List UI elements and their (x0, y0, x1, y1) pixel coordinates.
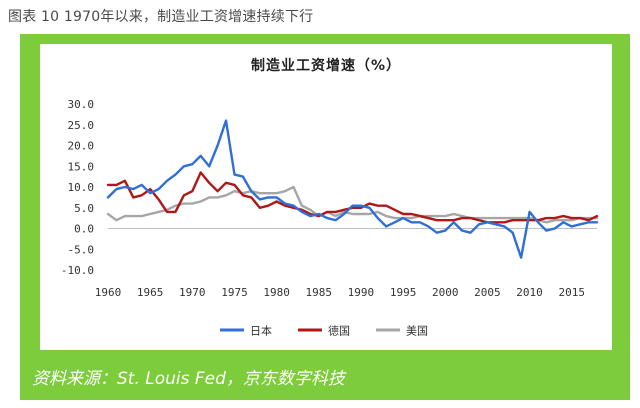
y-tick-label: 30.0 (68, 98, 95, 111)
x-tick-label: 1995 (390, 286, 417, 299)
x-tick-label: 1980 (263, 286, 290, 299)
y-tick-label: 25.0 (68, 119, 95, 132)
x-tick-label: 2015 (558, 286, 585, 299)
chart-title: 制造业工资增速（%） (250, 58, 402, 74)
x-tick-label: 1960 (95, 286, 122, 299)
figure-caption: 图表 10 1970年以来，制造业工资增速持续下行 (8, 9, 314, 25)
source-note: 资料来源：St. Louis Fed，京东数字科技 (32, 369, 345, 389)
y-tick-label: 15.0 (68, 160, 95, 173)
x-tick-label: 2005 (474, 286, 501, 299)
x-tick-label: 1965 (137, 286, 164, 299)
y-tick-label: -5.0 (68, 243, 95, 256)
x-tick-label: 1990 (348, 286, 375, 299)
y-tick-label: -10.0 (61, 264, 94, 277)
y-tick-label: 10.0 (68, 181, 95, 194)
series-line-2 (106, 171, 599, 224)
y-tick-label: 0.0 (74, 223, 94, 236)
x-tick-label: 1970 (179, 286, 206, 299)
x-tick-label: 1975 (221, 286, 248, 299)
legend-label: 美国 (406, 325, 428, 338)
x-tick-label: 2010 (516, 286, 543, 299)
legend-label: 日本 (250, 324, 272, 338)
y-tick-label: 20.0 (68, 140, 95, 153)
x-tick-label: 2000 (432, 286, 459, 299)
chart-panel: 制造业工资增速（%） 30.0 25.0 20.0 15.0 10.0 5.0 0.0 -5.… (40, 44, 612, 350)
series-line-1 (106, 119, 599, 259)
x-tick-label: 1985 (306, 286, 333, 299)
y-tick-label: 5.0 (74, 202, 94, 215)
legend-label: 德国 (328, 324, 350, 338)
series-line-3 (106, 185, 599, 224)
